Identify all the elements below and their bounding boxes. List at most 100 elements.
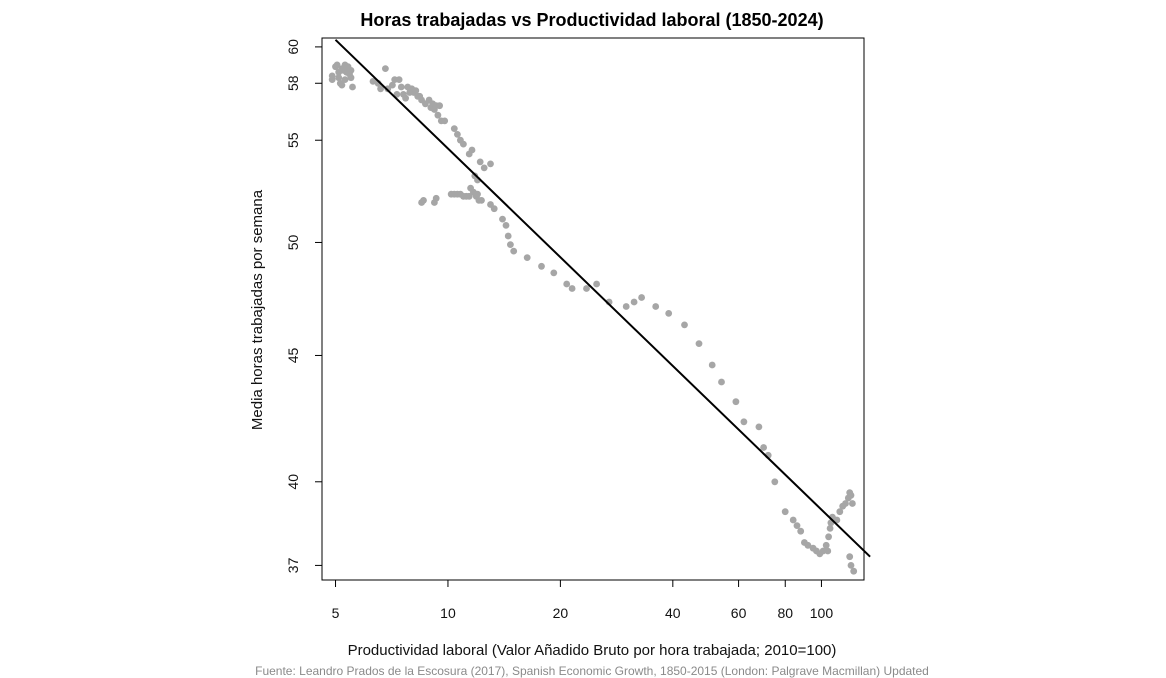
data-point	[504, 232, 512, 240]
data-point	[568, 285, 576, 292]
x-tick-label: 20	[553, 605, 569, 621]
data-point	[349, 83, 356, 91]
data-point	[847, 491, 855, 499]
data-point	[487, 160, 494, 168]
x-tick-label: 60	[731, 605, 747, 621]
data-point	[490, 205, 498, 213]
data-point	[622, 303, 630, 310]
data-point	[382, 65, 389, 72]
data-point	[369, 78, 377, 85]
data-point	[563, 280, 571, 288]
data-point	[341, 76, 349, 83]
data-point	[474, 190, 481, 198]
data-point	[478, 197, 485, 204]
data-point	[507, 241, 514, 249]
data-point	[826, 525, 834, 532]
data-point	[402, 94, 409, 102]
data-point	[760, 444, 767, 451]
data-point	[825, 533, 832, 541]
data-point	[395, 76, 403, 83]
data-point	[502, 222, 510, 229]
data-point	[708, 361, 716, 369]
chart-title: Horas trabajadas vs Productividad labora…	[360, 10, 823, 30]
plot-frame	[321, 37, 865, 581]
data-point	[335, 74, 343, 82]
data-point	[412, 87, 420, 95]
y-tick-label: 40	[285, 474, 301, 490]
x-tick-label: 100	[810, 605, 834, 621]
data-point	[755, 423, 763, 431]
y-tick-label: 55	[285, 132, 301, 148]
data-point	[347, 74, 355, 82]
source-note: Fuente: Leandro Prados de la Escosura (2…	[255, 664, 929, 678]
data-point	[695, 340, 703, 347]
data-point	[849, 500, 856, 507]
data-point	[384, 85, 392, 93]
data-point	[665, 310, 673, 317]
data-point	[418, 199, 425, 206]
data-point	[652, 303, 660, 310]
data-point	[804, 541, 812, 549]
data-point	[447, 190, 455, 198]
trend-line	[334, 39, 871, 558]
data-point	[476, 158, 484, 166]
y-tick-label: 37	[285, 557, 301, 573]
data-point	[377, 85, 384, 93]
data-point	[822, 541, 830, 549]
data-point	[771, 478, 779, 486]
y-tick-label: 45	[285, 347, 301, 363]
data-point	[732, 398, 740, 406]
data-point	[434, 111, 442, 119]
data-point	[460, 140, 467, 148]
data-point	[468, 146, 476, 154]
y-axis: 37 40 45 50 55 58 60	[285, 39, 323, 573]
data-point	[797, 527, 805, 535]
data-point	[333, 61, 341, 69]
data-point	[740, 418, 748, 426]
data-point	[450, 125, 458, 132]
y-tick-label: 60	[285, 39, 301, 55]
data-point	[397, 83, 405, 91]
x-axis-label: Productividad laboral (Valor Añadido Bru…	[348, 642, 837, 659]
data-point	[389, 81, 396, 89]
data-point	[793, 522, 801, 529]
data-point	[850, 567, 858, 575]
data-point	[847, 562, 855, 569]
data-point	[583, 285, 590, 292]
y-tick-label: 50	[285, 234, 301, 250]
data-point	[441, 117, 449, 125]
data-point	[510, 247, 518, 255]
x-tick-label: 40	[665, 605, 681, 621]
data-points	[328, 61, 858, 575]
data-point	[781, 508, 789, 516]
data-point	[630, 298, 638, 306]
data-point	[454, 131, 461, 138]
data-point	[328, 76, 336, 83]
data-point	[436, 102, 443, 110]
data-point	[538, 262, 545, 270]
x-tick-label: 5	[332, 605, 340, 621]
data-point	[431, 199, 438, 206]
data-point	[523, 254, 531, 261]
data-point	[499, 215, 506, 223]
trend-line-layer	[334, 39, 871, 558]
y-tick-label: 58	[285, 75, 301, 91]
data-point	[593, 280, 600, 288]
data-point	[393, 91, 401, 98]
data-point	[338, 81, 346, 89]
data-point	[638, 294, 645, 301]
x-tick-label: 80	[777, 605, 793, 621]
data-point	[347, 67, 355, 74]
data-point	[842, 500, 849, 507]
data-point	[846, 553, 854, 561]
data-point	[824, 547, 832, 555]
data-point	[681, 321, 688, 329]
data-point	[480, 164, 488, 172]
data-point	[550, 269, 558, 277]
data-point	[789, 516, 797, 524]
data-point	[819, 547, 827, 555]
y-axis-label: Media horas trabajadas por semana	[249, 189, 266, 430]
data-point	[718, 378, 725, 386]
x-tick-label: 10	[440, 605, 456, 621]
